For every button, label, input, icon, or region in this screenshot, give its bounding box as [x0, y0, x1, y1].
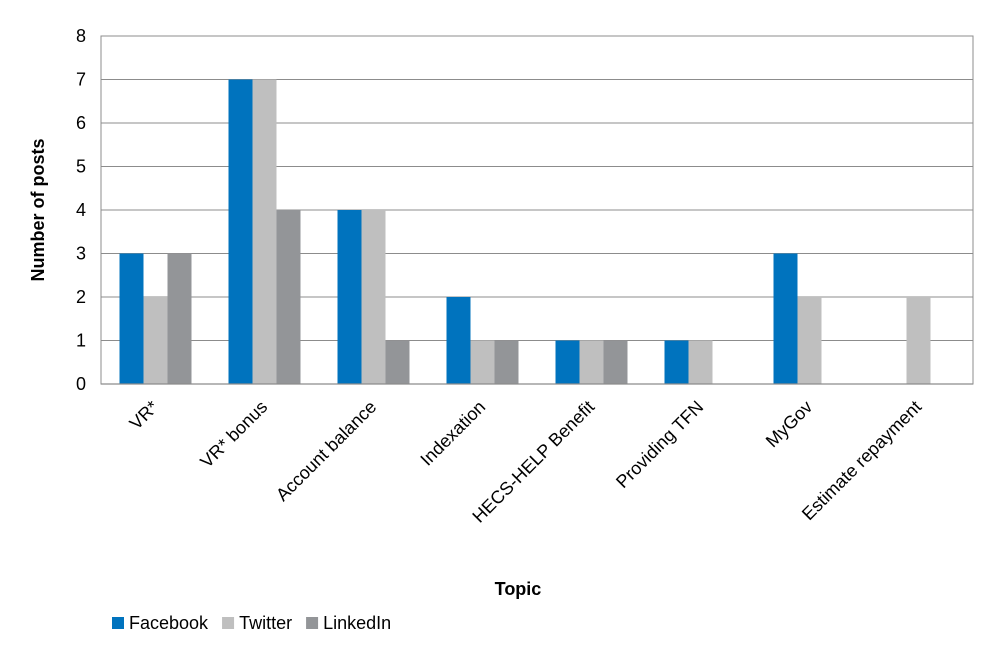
y-tick-label: 2 [76, 287, 86, 307]
x-tick-label: Indexation [416, 397, 489, 470]
bar-facebook-0 [119, 253, 144, 384]
bar-twitter-2 [361, 210, 386, 384]
bar-facebook-2 [337, 210, 362, 384]
y-tick-label: 1 [76, 331, 86, 351]
y-tick-label: 0 [76, 374, 86, 394]
x-tick-label: VR* [126, 397, 163, 434]
legend: Facebook Twitter LinkedIn [112, 613, 391, 633]
bar-linkedin-3 [494, 340, 519, 384]
y-tick-label: 4 [76, 200, 86, 220]
x-axis-title: Topic [495, 579, 542, 599]
bar-linkedin-0 [167, 253, 192, 384]
y-tick-label: 6 [76, 113, 86, 133]
bar-linkedin-4 [603, 340, 628, 384]
x-tick-label: Estimate repayment [798, 397, 925, 524]
bar-twitter-1 [252, 79, 277, 384]
x-tick-label: HECS-HELP Benefit [468, 397, 598, 527]
bar-twitter-6 [797, 297, 822, 384]
bar-facebook-6 [773, 253, 798, 384]
legend-label-facebook: Facebook [129, 613, 209, 633]
axes [100, 35, 974, 385]
x-tick-labels: VR* VR* bonus Account balance IndexationHEC… [126, 397, 926, 527]
bar-facebook-5 [664, 340, 689, 384]
legend-swatch-facebook [112, 617, 124, 629]
x-tick-label: VR* bonus [196, 397, 271, 472]
x-tick-label: MyGov [762, 397, 816, 451]
bar-facebook-3 [446, 297, 471, 384]
bar-twitter-3 [470, 340, 495, 384]
x-tick-label: Providing TFN [612, 397, 707, 492]
bar-facebook-4 [555, 340, 580, 384]
y-tick-label: 7 [76, 70, 86, 90]
legend-swatch-twitter [222, 617, 235, 629]
y-tick-label: 5 [76, 157, 86, 177]
bar-linkedin-1 [276, 210, 301, 384]
x-tick-label: Account balance [272, 397, 380, 505]
bar-twitter-4 [579, 340, 604, 384]
bar-linkedin-2 [385, 340, 410, 384]
bars [119, 79, 931, 384]
bar-twitter-5 [688, 340, 713, 384]
legend-label-twitter: Twitter [239, 613, 292, 633]
bar-twitter-0 [143, 297, 168, 384]
y-tick-label: 3 [76, 244, 86, 264]
y-tick-label: 8 [76, 26, 86, 46]
y-tick-labels: 0 1 2 3 4 5 6 7 8 [76, 26, 86, 394]
legend-swatch-linkedin [306, 617, 319, 629]
y-axis-title: Number of posts [28, 138, 48, 281]
bar-twitter-7 [906, 297, 931, 384]
bar-facebook-1 [228, 79, 253, 384]
legend-label-linkedin: LinkedIn [323, 613, 391, 633]
